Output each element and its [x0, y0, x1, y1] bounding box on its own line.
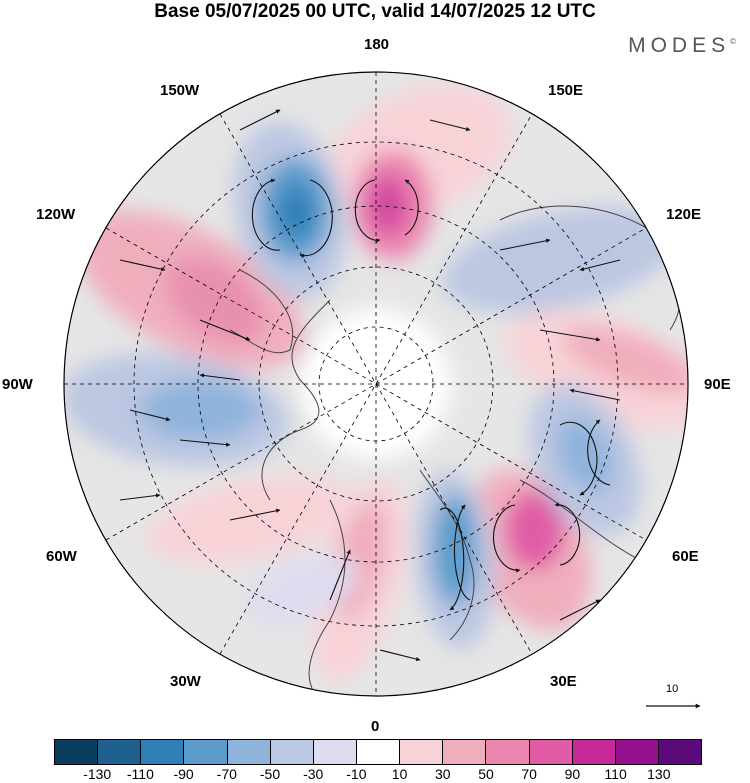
lon-label-60w: 60W: [46, 548, 77, 565]
map-border: [63, 71, 689, 697]
anomaly-negative-west-core: [140, 380, 260, 440]
colorbar-tick-label: 110: [604, 766, 627, 782]
anomaly-positive-southeast-core: [505, 490, 565, 570]
anomaly-positive-north-max: [368, 175, 408, 235]
colorbar-swatch: [55, 740, 99, 764]
anomaly-positive-southwest: [146, 475, 354, 565]
wind-vector: [129, 409, 171, 422]
colorbar-swatch: [227, 740, 271, 764]
lon-label-30e: 30E: [550, 673, 577, 690]
anomaly-negative-east-core: [556, 417, 614, 493]
lon-label-90w: 90W: [2, 376, 33, 393]
wind-vector: [493, 504, 521, 573]
wind-vector: [439, 507, 465, 611]
wind-vector: [199, 373, 241, 381]
wind-vector: [119, 493, 161, 501]
brand-mark: ©: [730, 37, 736, 46]
colorbar-tick-label: 50: [478, 766, 494, 782]
wind-vector: [587, 419, 611, 486]
coastline-iceland-uk: [308, 499, 346, 696]
colorbar-tick-label: 130: [647, 766, 671, 782]
colorbar-tick-label: 70: [521, 766, 537, 782]
wind-vector: [329, 549, 351, 601]
wind-vector: [379, 649, 421, 662]
colorbar-tick-label: -70: [216, 766, 237, 782]
latitude-circle-70: [258, 266, 494, 502]
colorbar-tick-label: 10: [391, 766, 408, 782]
lon-label-30w: 30W: [170, 673, 201, 690]
anomaly-negative-north-max: [278, 186, 314, 238]
coastline-greenland: [261, 299, 331, 501]
lon-label-0: 0: [371, 718, 380, 735]
colorbar-swatch: [313, 740, 357, 764]
colorbar-tick-label: -30: [303, 766, 324, 782]
colorbar-tick-label: -10: [346, 766, 367, 782]
colorbar-tick-label: -90: [173, 766, 194, 782]
anomaly-field: [64, 72, 688, 696]
colorbar-swatch: [98, 740, 142, 764]
lon-label-150w: 150W: [160, 82, 200, 99]
colorbar-swatch: [529, 740, 573, 764]
anomaly-negative-southwest: [242, 555, 358, 625]
wind-vector: [453, 504, 471, 601]
colorbar-swatch: [572, 740, 616, 764]
modes-logo: MODES©: [628, 34, 736, 58]
coastline-canada: [229, 269, 294, 354]
wind-vector: [539, 329, 601, 342]
wind-vector: [119, 259, 166, 272]
colorbar: [54, 739, 702, 765]
wind-vector: [559, 599, 601, 621]
colorbar-swatch: [141, 740, 185, 764]
wind-vector: [499, 238, 551, 251]
lon-label-60e: 60E: [672, 548, 699, 565]
wind-vector: [239, 109, 281, 131]
wind-vector: [569, 388, 621, 401]
graticule: [64, 72, 688, 696]
lon-label-120e: 120E: [666, 206, 702, 223]
wind-vector: [404, 179, 419, 236]
reference-vector-label: 10: [666, 683, 679, 695]
wind-vectors: [119, 109, 621, 662]
colorbar-tick-label: -130: [83, 766, 112, 782]
wind-vector: [429, 119, 471, 132]
lon-label-150e: 150E: [548, 82, 584, 99]
colorbar-swatch: [443, 740, 487, 764]
brand-text: MODES: [628, 34, 731, 57]
wind-vector: [251, 178, 281, 251]
wind-vector: [354, 179, 381, 243]
wind-vector: [559, 421, 598, 496]
colorbar-tick-label: -50: [259, 766, 281, 782]
wind-vector: [579, 259, 621, 272]
colorbar-tick-label: -110: [126, 766, 154, 782]
colorbar-swatch: [184, 740, 228, 764]
colorbar-swatch: [356, 740, 401, 764]
colorbar-swatch: [270, 740, 314, 764]
colorbar-swatch: [658, 740, 702, 764]
anomaly-positive-west-core: [165, 257, 265, 343]
anomaly-positive-east-core: [563, 326, 688, 394]
coastline-scandinavia: [419, 469, 475, 641]
lon-label-120w: 120W: [36, 206, 76, 223]
colorbar-swatch: [486, 740, 530, 764]
map-title: Base 05/07/2025 00 UTC, valid 14/07/2025…: [154, 1, 596, 22]
wind-vector: [179, 439, 231, 447]
anomaly-negative-northeast: [442, 206, 678, 314]
colorbar-tick-label: 90: [564, 766, 581, 782]
wind-vector: [299, 179, 333, 259]
wind-vector: [554, 502, 581, 566]
wind-vector: [199, 319, 251, 341]
colorbar-tick-label: 30: [435, 766, 451, 782]
lon-label-180: 180: [364, 36, 390, 53]
lon-label-90e: 90E: [704, 376, 731, 393]
colorbar-swatch: [615, 740, 659, 764]
wind-vector: [229, 508, 281, 521]
colorbar-swatch: [400, 740, 444, 764]
